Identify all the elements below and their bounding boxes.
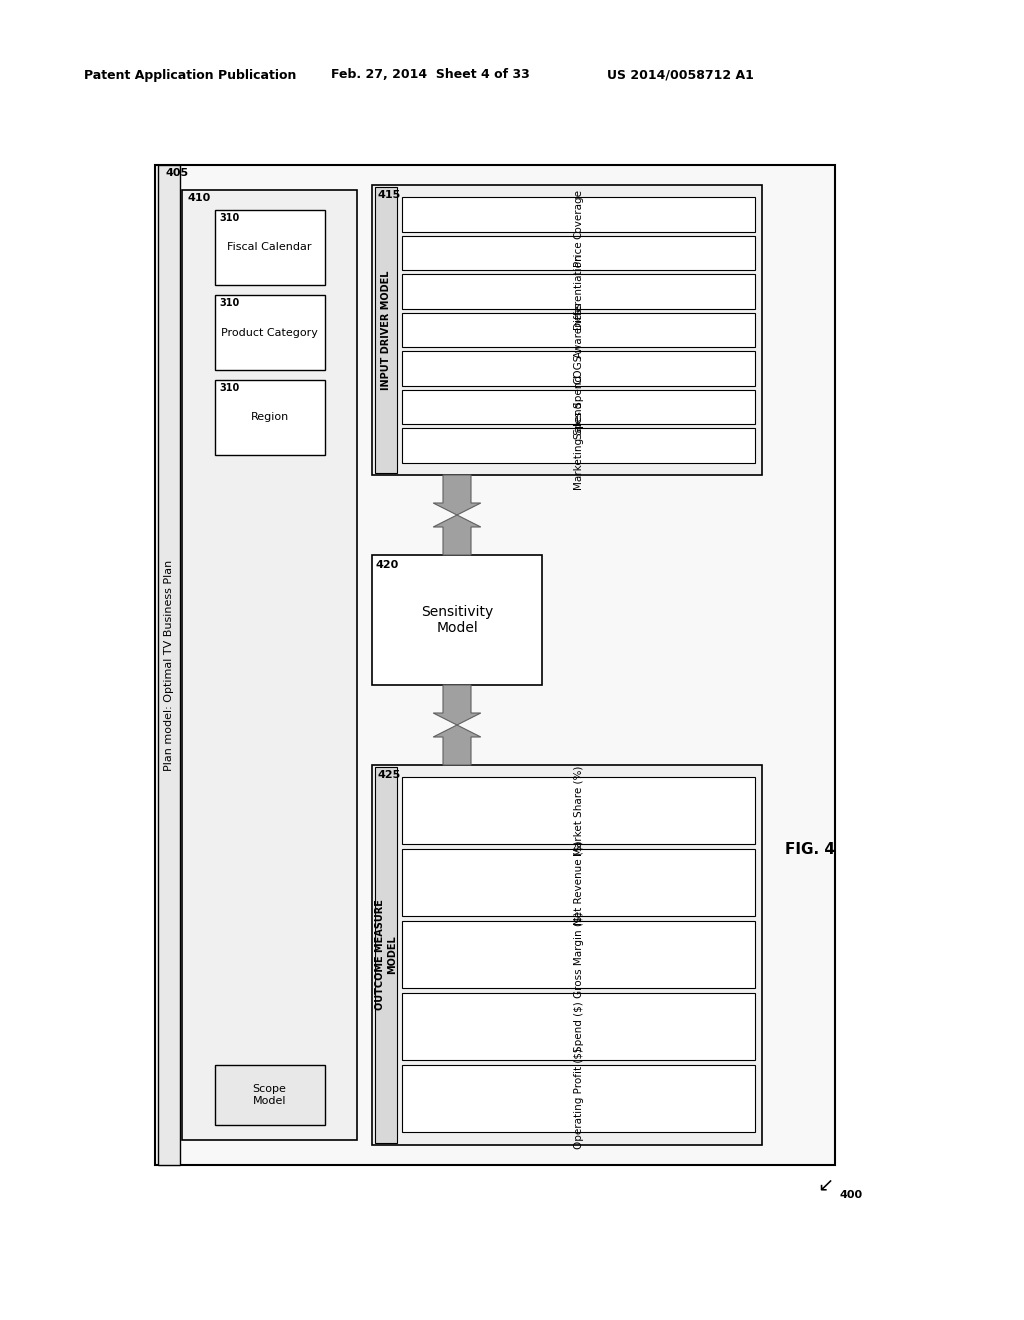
Text: 425: 425 <box>377 770 400 780</box>
Text: ↙: ↙ <box>817 1176 834 1195</box>
Text: Differentiation: Differentiation <box>573 253 584 329</box>
Text: Price: Price <box>573 240 584 265</box>
FancyBboxPatch shape <box>372 766 762 1144</box>
Text: Plan model: Optimal TV Business Plan: Plan model: Optimal TV Business Plan <box>164 560 174 771</box>
Text: 420: 420 <box>375 560 398 570</box>
Text: Marketing Spend: Marketing Spend <box>573 401 584 490</box>
Polygon shape <box>433 515 481 554</box>
FancyBboxPatch shape <box>402 197 755 231</box>
FancyBboxPatch shape <box>158 165 180 1166</box>
Text: Patent Application Publication: Patent Application Publication <box>84 69 296 82</box>
Polygon shape <box>433 475 481 515</box>
FancyBboxPatch shape <box>402 351 755 385</box>
Text: US 2014/0058712 A1: US 2014/0058712 A1 <box>606 69 754 82</box>
Text: Scope
Model: Scope Model <box>253 1084 287 1106</box>
FancyBboxPatch shape <box>402 429 755 463</box>
Text: FIG. 4: FIG. 4 <box>785 842 835 858</box>
Text: Region: Region <box>251 412 289 422</box>
FancyBboxPatch shape <box>402 993 755 1060</box>
Text: Fiscal Calendar: Fiscal Calendar <box>227 243 311 252</box>
FancyBboxPatch shape <box>402 235 755 271</box>
Text: 310: 310 <box>219 383 240 393</box>
Text: Market Share (%): Market Share (%) <box>573 766 584 855</box>
Text: Awareness: Awareness <box>573 302 584 358</box>
Text: Operating Profit ($): Operating Profit ($) <box>573 1048 584 1148</box>
Polygon shape <box>433 685 481 725</box>
FancyBboxPatch shape <box>402 313 755 347</box>
FancyBboxPatch shape <box>214 210 325 285</box>
FancyBboxPatch shape <box>402 389 755 425</box>
Text: 310: 310 <box>219 298 240 308</box>
FancyBboxPatch shape <box>372 554 542 685</box>
Text: OUTCOME MEASURE
MODEL: OUTCOME MEASURE MODEL <box>375 899 397 1010</box>
Text: Sales Spend: Sales Spend <box>573 375 584 440</box>
FancyBboxPatch shape <box>402 275 755 309</box>
FancyBboxPatch shape <box>182 190 357 1140</box>
Text: Gross Margin ($): Gross Margin ($) <box>573 911 584 998</box>
FancyBboxPatch shape <box>375 187 397 473</box>
Polygon shape <box>433 725 481 766</box>
FancyBboxPatch shape <box>402 1065 755 1133</box>
FancyBboxPatch shape <box>372 185 762 475</box>
Text: 400: 400 <box>840 1191 863 1200</box>
FancyBboxPatch shape <box>214 294 325 370</box>
Text: Feb. 27, 2014  Sheet 4 of 33: Feb. 27, 2014 Sheet 4 of 33 <box>331 69 529 82</box>
Text: Product Category: Product Category <box>221 327 317 338</box>
FancyBboxPatch shape <box>214 1065 325 1125</box>
FancyBboxPatch shape <box>155 165 835 1166</box>
Text: Coverage: Coverage <box>573 189 584 239</box>
Text: Spend ($): Spend ($) <box>573 1001 584 1052</box>
Text: 310: 310 <box>219 213 240 223</box>
FancyBboxPatch shape <box>402 849 755 916</box>
Text: 410: 410 <box>187 193 210 203</box>
Text: 415: 415 <box>377 190 400 201</box>
Text: 405: 405 <box>165 168 188 178</box>
FancyBboxPatch shape <box>375 767 397 1143</box>
Text: Net Revenue ($): Net Revenue ($) <box>573 841 584 925</box>
FancyBboxPatch shape <box>214 380 325 455</box>
FancyBboxPatch shape <box>402 921 755 987</box>
FancyBboxPatch shape <box>402 777 755 843</box>
Text: COGS: COGS <box>573 354 584 384</box>
Text: Sensitivity
Model: Sensitivity Model <box>421 605 494 635</box>
Text: INPUT DRIVER MODEL: INPUT DRIVER MODEL <box>381 271 391 389</box>
